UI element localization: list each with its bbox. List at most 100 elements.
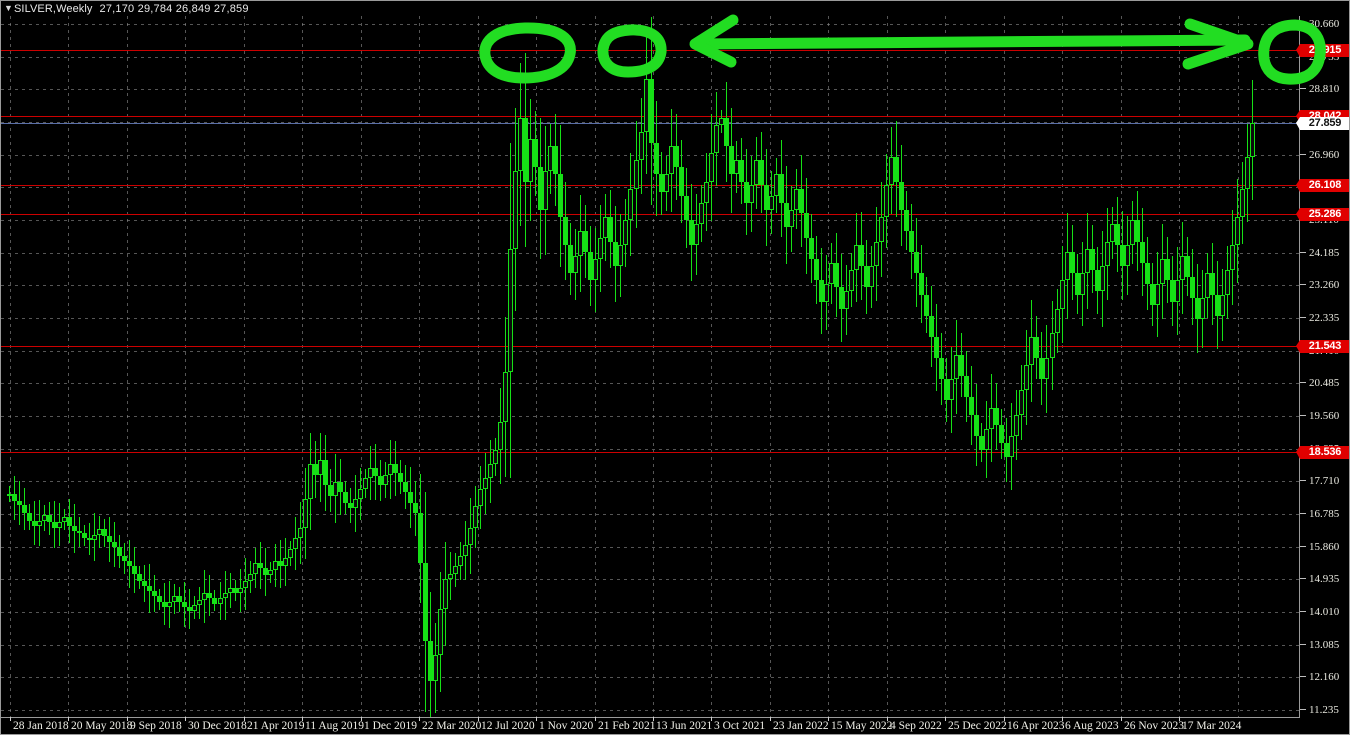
price-level-label[interactable]: 29.915 [1296, 44, 1350, 57]
time-tick-label: 21 Feb 2021 [598, 720, 656, 732]
candle-body [493, 449, 498, 465]
candlestick [107, 16, 113, 718]
candle-body [904, 209, 909, 231]
candle-body [192, 605, 197, 611]
grid-line-vertical [68, 16, 69, 718]
candle-body [428, 640, 433, 682]
time-tick-mark [653, 717, 654, 721]
candle-body [212, 598, 217, 604]
chevron-down-icon[interactable]: ▼ [4, 3, 13, 13]
candle-body [197, 599, 202, 606]
candle-body [378, 476, 383, 486]
candlestick [488, 16, 494, 718]
price-tick-label: 13.085 [1300, 639, 1350, 651]
candle-body [358, 488, 363, 500]
candlestick [423, 16, 429, 718]
candlestick [1075, 16, 1081, 718]
candlestick [82, 16, 88, 718]
candle-body [503, 372, 508, 422]
candle-body [664, 174, 669, 193]
candlestick [152, 16, 158, 718]
candle-body [649, 79, 654, 143]
candlestick [172, 16, 178, 718]
candlestick [413, 16, 419, 718]
price-level-line[interactable] [1, 452, 1299, 453]
candle-body [1230, 245, 1235, 270]
candle-body [999, 425, 1004, 443]
chart-symbol-label: SILVER,Weekly [14, 3, 93, 15]
candlestick [669, 16, 675, 718]
candlestick [634, 16, 640, 718]
candle-body [423, 562, 428, 641]
price-tick-mark [1300, 578, 1306, 579]
candle-body [769, 195, 774, 210]
candlestick [1235, 16, 1241, 718]
candlestick [1115, 16, 1121, 718]
candlestick [754, 16, 760, 718]
candlestick [448, 16, 454, 718]
candlestick [674, 16, 680, 718]
candle-body [538, 167, 543, 210]
candlestick [644, 16, 650, 718]
candlestick [1200, 16, 1206, 718]
candle-body [639, 132, 644, 161]
time-scale[interactable]: 28 Jan 2018 20 May 2018 9 Sep 2018 30 Dec 2… [1, 717, 1299, 734]
candlestick [92, 16, 98, 718]
candle-body [919, 273, 924, 295]
candlestick [553, 16, 559, 718]
candle-body [488, 464, 493, 479]
price-level-line[interactable] [1, 214, 1299, 215]
candlestick [112, 16, 118, 718]
candle-body [47, 515, 52, 523]
candle-body [182, 601, 187, 608]
candle-body [724, 117, 729, 147]
candlestick [568, 16, 574, 718]
price-level-line[interactable] [1, 346, 1299, 347]
candlestick [443, 16, 449, 718]
current-price-label[interactable]: 27.859 [1296, 117, 1350, 130]
candlestick [628, 16, 634, 718]
candle-body [1024, 365, 1029, 390]
candle-body [303, 499, 308, 528]
candle-body [553, 146, 558, 175]
price-scale[interactable]: 30.66029.73528.81027.88526.96026.03525.1… [1296, 16, 1350, 718]
candle-body [1195, 298, 1200, 320]
price-level-label[interactable]: 26.108 [1296, 179, 1350, 192]
candle-body [52, 522, 57, 528]
chart-plot-area[interactable] [1, 16, 1299, 718]
candlestick [1205, 16, 1211, 718]
candle-body [729, 146, 734, 175]
candlestick [618, 16, 624, 718]
candle-body [167, 601, 172, 608]
candlestick [959, 16, 965, 718]
candle-body [974, 414, 979, 436]
price-label-pointer [1296, 208, 1300, 221]
candle-body [313, 464, 318, 475]
candlestick [12, 16, 18, 718]
candle-body [634, 160, 639, 189]
time-tick-label: 28 Jan 2018 [13, 720, 69, 732]
price-level-label[interactable]: 18.536 [1296, 446, 1350, 459]
price-level-label[interactable]: 21.543 [1296, 340, 1350, 353]
time-tick-mark [361, 717, 362, 721]
candle-body [994, 407, 999, 426]
candle-body [839, 287, 844, 309]
time-tick-label: 17 Mar 2024 [1182, 720, 1242, 732]
candlestick [789, 16, 795, 718]
candlestick [613, 16, 619, 718]
price-tick-mark [1300, 709, 1306, 710]
candlestick [533, 16, 539, 718]
price-level-line[interactable] [1, 185, 1299, 186]
price-tick-label: 24.185 [1300, 247, 1350, 259]
candle-body [478, 488, 483, 507]
grid-line-vertical [10, 16, 11, 718]
candlestick [478, 16, 484, 718]
candlestick [679, 16, 685, 718]
chart-title-bar: ▼SILVER,Weekly 27,170 29,784 26,849 27,85… [0, 0, 1350, 16]
price-level-label[interactable]: 25.286 [1296, 208, 1350, 221]
candlestick [1160, 16, 1166, 718]
grid-line-vertical [244, 16, 245, 718]
candlestick [1095, 16, 1101, 718]
price-tick-mark [1300, 546, 1306, 547]
candlestick [493, 16, 499, 718]
